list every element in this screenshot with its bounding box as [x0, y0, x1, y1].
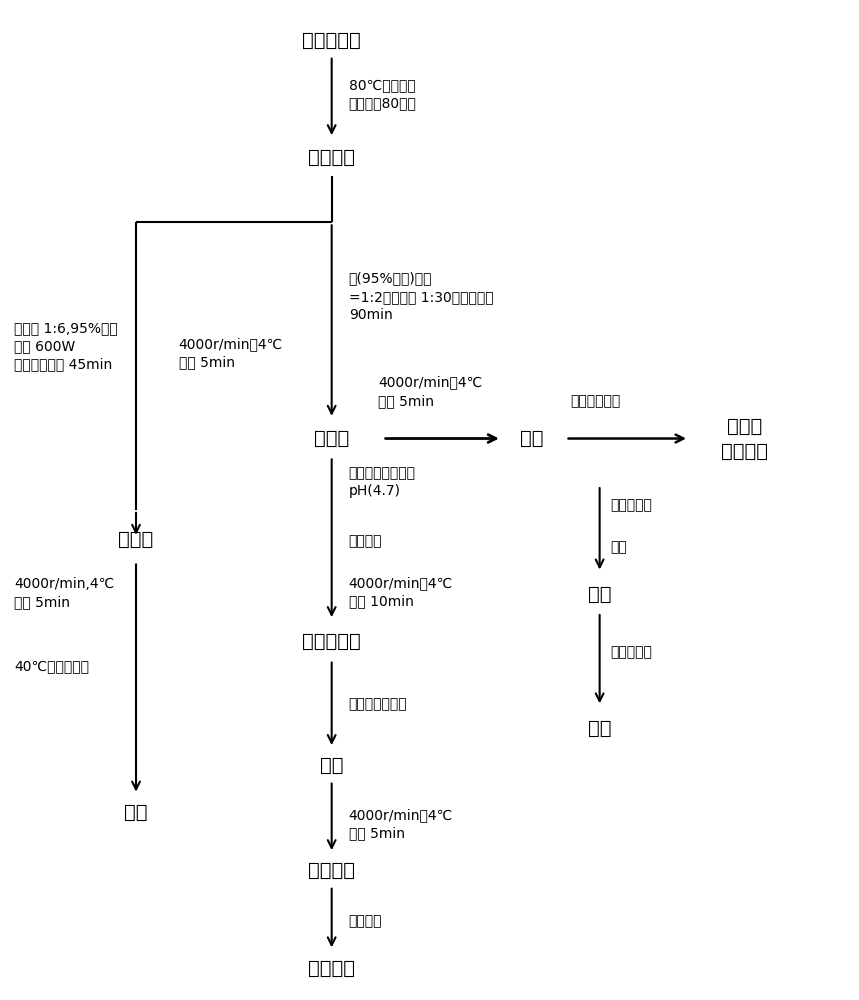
Text: 4000r/min，4℃
离心 5min: 4000r/min，4℃ 离心 5min	[349, 808, 453, 840]
Text: 沉淀: 沉淀	[588, 585, 612, 604]
Text: 浓盐酸调节滤液至
pH(4.7): 浓盐酸调节滤液至 pH(4.7)	[349, 466, 416, 498]
Text: 4000r/min，4℃
离心 5min: 4000r/min，4℃ 离心 5min	[379, 375, 483, 408]
Text: 上清液: 上清液	[314, 429, 350, 448]
Text: 新鲜啤酒糟: 新鲜啤酒糟	[302, 31, 361, 50]
Text: 冷冻干燥: 冷冻干燥	[349, 914, 382, 928]
Text: 静置沉淀: 静置沉淀	[349, 535, 382, 549]
Text: 加入水解酶: 加入水解酶	[610, 498, 652, 512]
Text: 醇(95%乙醇)：碱
=1:2，固液比 1:30，搅拌提取
90min: 醇(95%乙醇)：碱 =1:2，固液比 1:30，搅拌提取 90min	[349, 271, 493, 322]
Text: 啤酒糟粉: 啤酒糟粉	[308, 148, 355, 167]
Text: 蛋白沉淀: 蛋白沉淀	[308, 861, 355, 880]
Text: 饲料: 饲料	[588, 719, 612, 738]
Text: 4000r/min，4℃
离心 10min: 4000r/min，4℃ 离心 10min	[349, 576, 453, 608]
Text: 加入添加剂: 加入添加剂	[610, 645, 652, 659]
Text: 水溶性
膳食纤维: 水溶性 膳食纤维	[721, 417, 768, 461]
Text: 下层: 下层	[610, 541, 626, 555]
Text: 80℃恒温烘干
粉碎，过80目筛: 80℃恒温烘干 粉碎，过80目筛	[349, 78, 417, 111]
Text: 滤液: 滤液	[320, 756, 344, 775]
Text: 粗蛋白沉淀: 粗蛋白沉淀	[302, 632, 361, 651]
Text: 加水调节至中性: 加水调节至中性	[349, 697, 407, 711]
Text: 固液比 1:6,95%乙醇
功率 600W
超声搅拌提取 45min: 固液比 1:6,95%乙醇 功率 600W 超声搅拌提取 45min	[15, 321, 119, 372]
Text: 蛋白粉末: 蛋白粉末	[308, 959, 355, 978]
Text: 40℃，旋转蒸发: 40℃，旋转蒸发	[15, 660, 89, 674]
Text: 色素: 色素	[125, 803, 148, 822]
Text: 沉淀: 沉淀	[520, 429, 544, 448]
Text: 4000r/min,4℃
离心 5min: 4000r/min,4℃ 离心 5min	[15, 577, 114, 609]
Text: 4000r/min，4℃
离心 5min: 4000r/min，4℃ 离心 5min	[179, 337, 283, 369]
Text: 离心，上清液: 离心，上清液	[570, 394, 620, 408]
Text: 上清液: 上清液	[119, 530, 154, 549]
